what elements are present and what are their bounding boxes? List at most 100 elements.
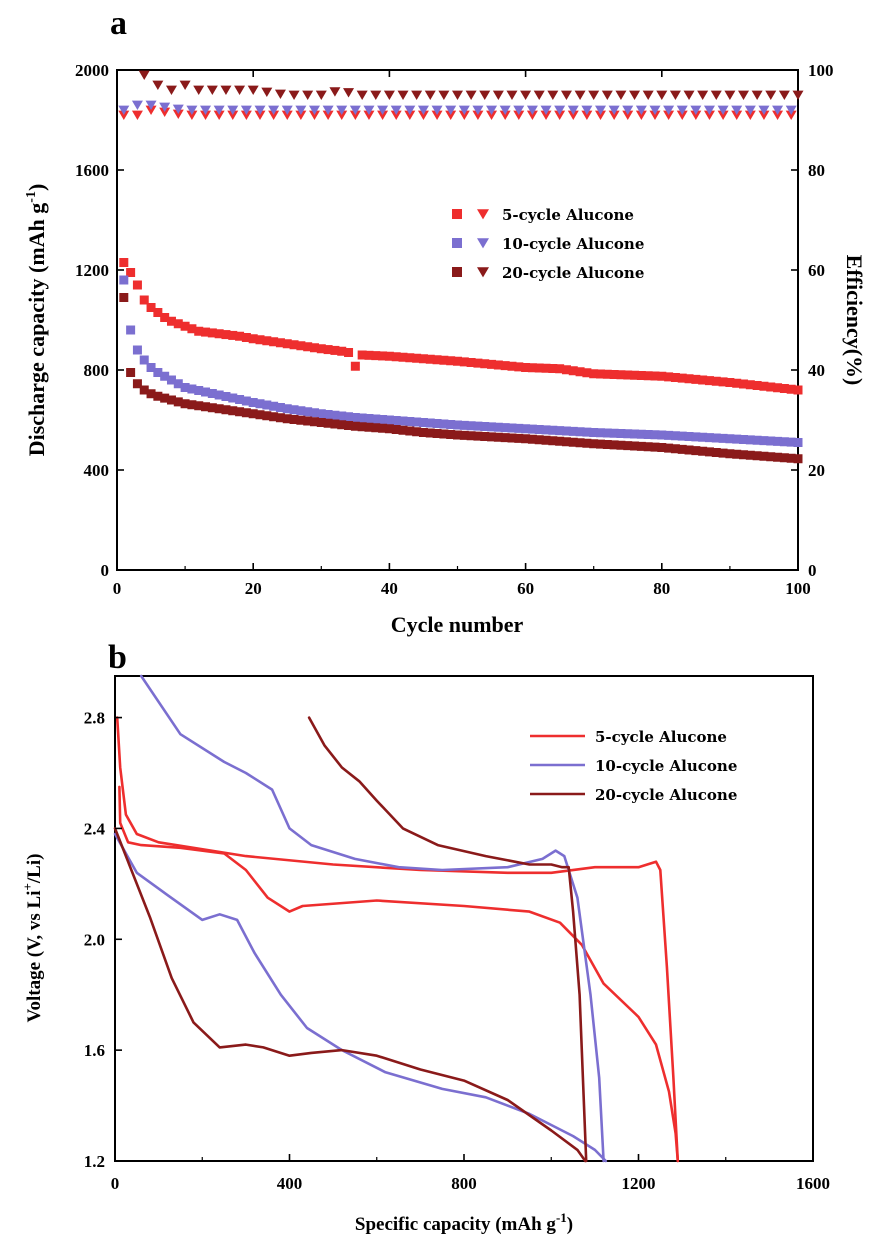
capacity-point xyxy=(384,351,394,361)
capacity-point xyxy=(316,409,326,419)
capacity-point xyxy=(241,396,251,406)
efficiency-point xyxy=(152,80,164,90)
efficiency-point xyxy=(513,105,525,115)
efficiency-point xyxy=(642,90,654,100)
capacity-point xyxy=(602,369,612,379)
capacity-point xyxy=(132,345,142,355)
capacity-point xyxy=(521,424,531,434)
capacity-point xyxy=(248,334,258,344)
capacity-point xyxy=(704,447,714,457)
capacity-point xyxy=(160,371,170,381)
capacity-point xyxy=(173,397,183,407)
capacity-point xyxy=(269,337,279,347)
efficiency-point xyxy=(785,110,797,120)
capacity-point xyxy=(773,436,783,446)
x-tick-label-a: 80 xyxy=(653,579,670,598)
capacity-point xyxy=(704,376,714,386)
efficiency-point xyxy=(438,90,450,100)
efficiency-point xyxy=(349,110,361,120)
capacity-point xyxy=(194,386,204,395)
y-tick-label-a: 800 xyxy=(84,361,110,380)
capacity-point xyxy=(711,376,721,386)
capacity-point xyxy=(173,379,183,389)
x-tick-label-a: 20 xyxy=(245,579,262,598)
efficiency-point xyxy=(424,90,436,100)
x-axis-title-a: Cycle number xyxy=(391,612,524,637)
capacity-point xyxy=(425,428,435,438)
capacity-point xyxy=(596,428,606,438)
capacity-point xyxy=(275,338,285,348)
efficiency-point xyxy=(567,110,579,120)
efficiency-point xyxy=(554,110,566,120)
efficiency-point xyxy=(445,110,457,120)
capacity-point xyxy=(405,417,415,426)
efficiency-point xyxy=(329,87,341,97)
efficiency-point xyxy=(676,110,688,120)
efficiency-point xyxy=(540,105,552,115)
capacity-point xyxy=(248,409,258,419)
legend-triangle-icon xyxy=(477,238,489,249)
capacity-point xyxy=(527,363,537,373)
efficiency-point xyxy=(240,110,252,120)
capacity-point xyxy=(493,360,503,370)
efficiency-point xyxy=(343,88,355,98)
capacity-point xyxy=(500,361,510,371)
capacity-point xyxy=(207,328,217,338)
efficiency-point xyxy=(778,90,790,100)
capacity-point xyxy=(453,420,462,430)
capacity-point xyxy=(766,452,776,462)
legend-label-b: 10-cycle Alucone xyxy=(595,757,737,775)
capacity-point xyxy=(466,421,476,431)
capacity-point xyxy=(575,438,585,448)
capacity-point xyxy=(398,352,408,362)
capacity-point xyxy=(793,385,803,395)
capacity-point xyxy=(269,401,279,411)
y-tick-label-a: 1600 xyxy=(75,161,109,180)
capacity-point xyxy=(657,443,667,452)
legend-label-a: 20-cycle Alucone xyxy=(502,264,644,282)
y-tick-label-b: 1.6 xyxy=(84,1041,105,1060)
capacity-point xyxy=(664,443,674,453)
efficiency-point xyxy=(179,80,191,90)
capacity-point xyxy=(636,429,646,439)
capacity-point xyxy=(262,336,272,346)
capacity-point xyxy=(582,438,592,448)
capacity-point xyxy=(473,358,483,368)
capacity-point xyxy=(119,293,129,302)
efficiency-point xyxy=(186,110,198,120)
capacity-point xyxy=(745,435,755,445)
capacity-point xyxy=(596,439,606,449)
efficiency-point xyxy=(206,85,218,95)
capacity-point xyxy=(534,435,544,445)
legend-square-icon xyxy=(452,209,462,219)
efficiency-point xyxy=(356,90,368,100)
series-1-curve-1 xyxy=(118,785,680,1163)
capacity-point xyxy=(187,400,197,410)
chart-a: 0 20 40 60 80 1000400800120016002000020406080… xyxy=(24,61,867,637)
efficiency-point xyxy=(165,85,177,95)
efficiency-point xyxy=(717,110,729,120)
x-tick-label-b: 0 xyxy=(111,1174,120,1193)
efficiency-point xyxy=(547,90,559,100)
capacity-point xyxy=(378,415,388,424)
efficiency-point xyxy=(274,89,286,99)
capacity-point xyxy=(779,437,789,447)
efficiency-point xyxy=(472,105,484,115)
capacity-point xyxy=(602,428,612,438)
capacity-point xyxy=(650,430,660,440)
efficiency-point xyxy=(635,110,647,120)
efficiency-point xyxy=(261,87,273,97)
efficiency-point xyxy=(540,110,552,120)
capacity-point xyxy=(214,404,224,414)
capacity-point xyxy=(323,345,333,355)
legend-triangle-icon xyxy=(477,209,489,220)
x-tick-label-b: 1200 xyxy=(622,1174,656,1193)
capacity-point xyxy=(691,432,701,442)
capacity-point xyxy=(153,308,163,317)
efficiency-point xyxy=(145,100,157,110)
capacity-point xyxy=(739,379,749,389)
efficiency-point xyxy=(390,110,402,120)
capacity-point xyxy=(405,353,415,363)
capacity-point xyxy=(412,417,422,427)
capacity-point xyxy=(589,439,599,449)
